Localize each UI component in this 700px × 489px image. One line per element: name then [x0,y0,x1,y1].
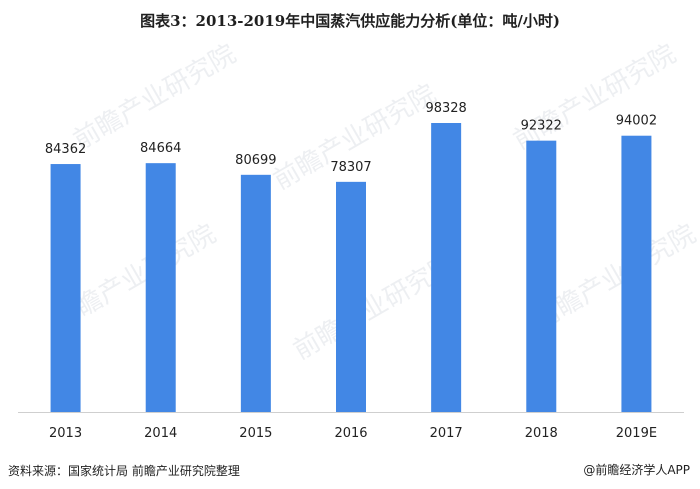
source-note: 资料来源：国家统计局 前瞻产业研究院整理 [8,464,240,478]
x-tick-2013: 2013 [49,426,82,441]
bar-2015 [240,174,271,412]
value-label-2019E: 94002 [616,114,657,129]
value-label-2016: 78307 [330,160,371,175]
bar-2014 [145,163,176,412]
x-tick-labels-group: 2013 2014 2015 2016 2017 2018 2019E [49,426,657,441]
bar-2016 [336,181,366,412]
bars-group [50,123,652,413]
watermark-text: 前瞻产业研究院 [269,79,442,196]
watermark-text: 前瞻产业研究院 [509,39,682,156]
value-label-2015: 80699 [235,153,276,168]
x-tick-2015: 2015 [239,426,272,441]
value-label-2013: 84362 [45,142,86,157]
x-tick-2017: 2017 [430,426,463,441]
value-label-2017: 98328 [425,101,466,116]
x-tick-2016: 2016 [334,426,367,441]
bar-2019E [621,135,652,413]
value-label-2018: 92322 [521,119,562,134]
bar-2013 [50,164,81,412]
value-labels-group: 84362 84664 80699 78307 98328 92322 94002 [45,101,657,175]
chart-title: 图表3：2013-2019年中国蒸汽供应能力分析(单位：吨/小时) [140,12,560,30]
watermark-text: 前瞻产业研究院 [69,39,242,156]
x-tick-2019E: 2019E [616,426,657,441]
brand-footer: @前瞻经济学人APP [583,463,690,477]
bar-2017 [431,123,462,412]
x-tick-2014: 2014 [144,426,177,441]
bar-2018 [526,140,557,412]
value-label-2014: 84664 [140,141,181,156]
x-tick-2018: 2018 [525,426,558,441]
